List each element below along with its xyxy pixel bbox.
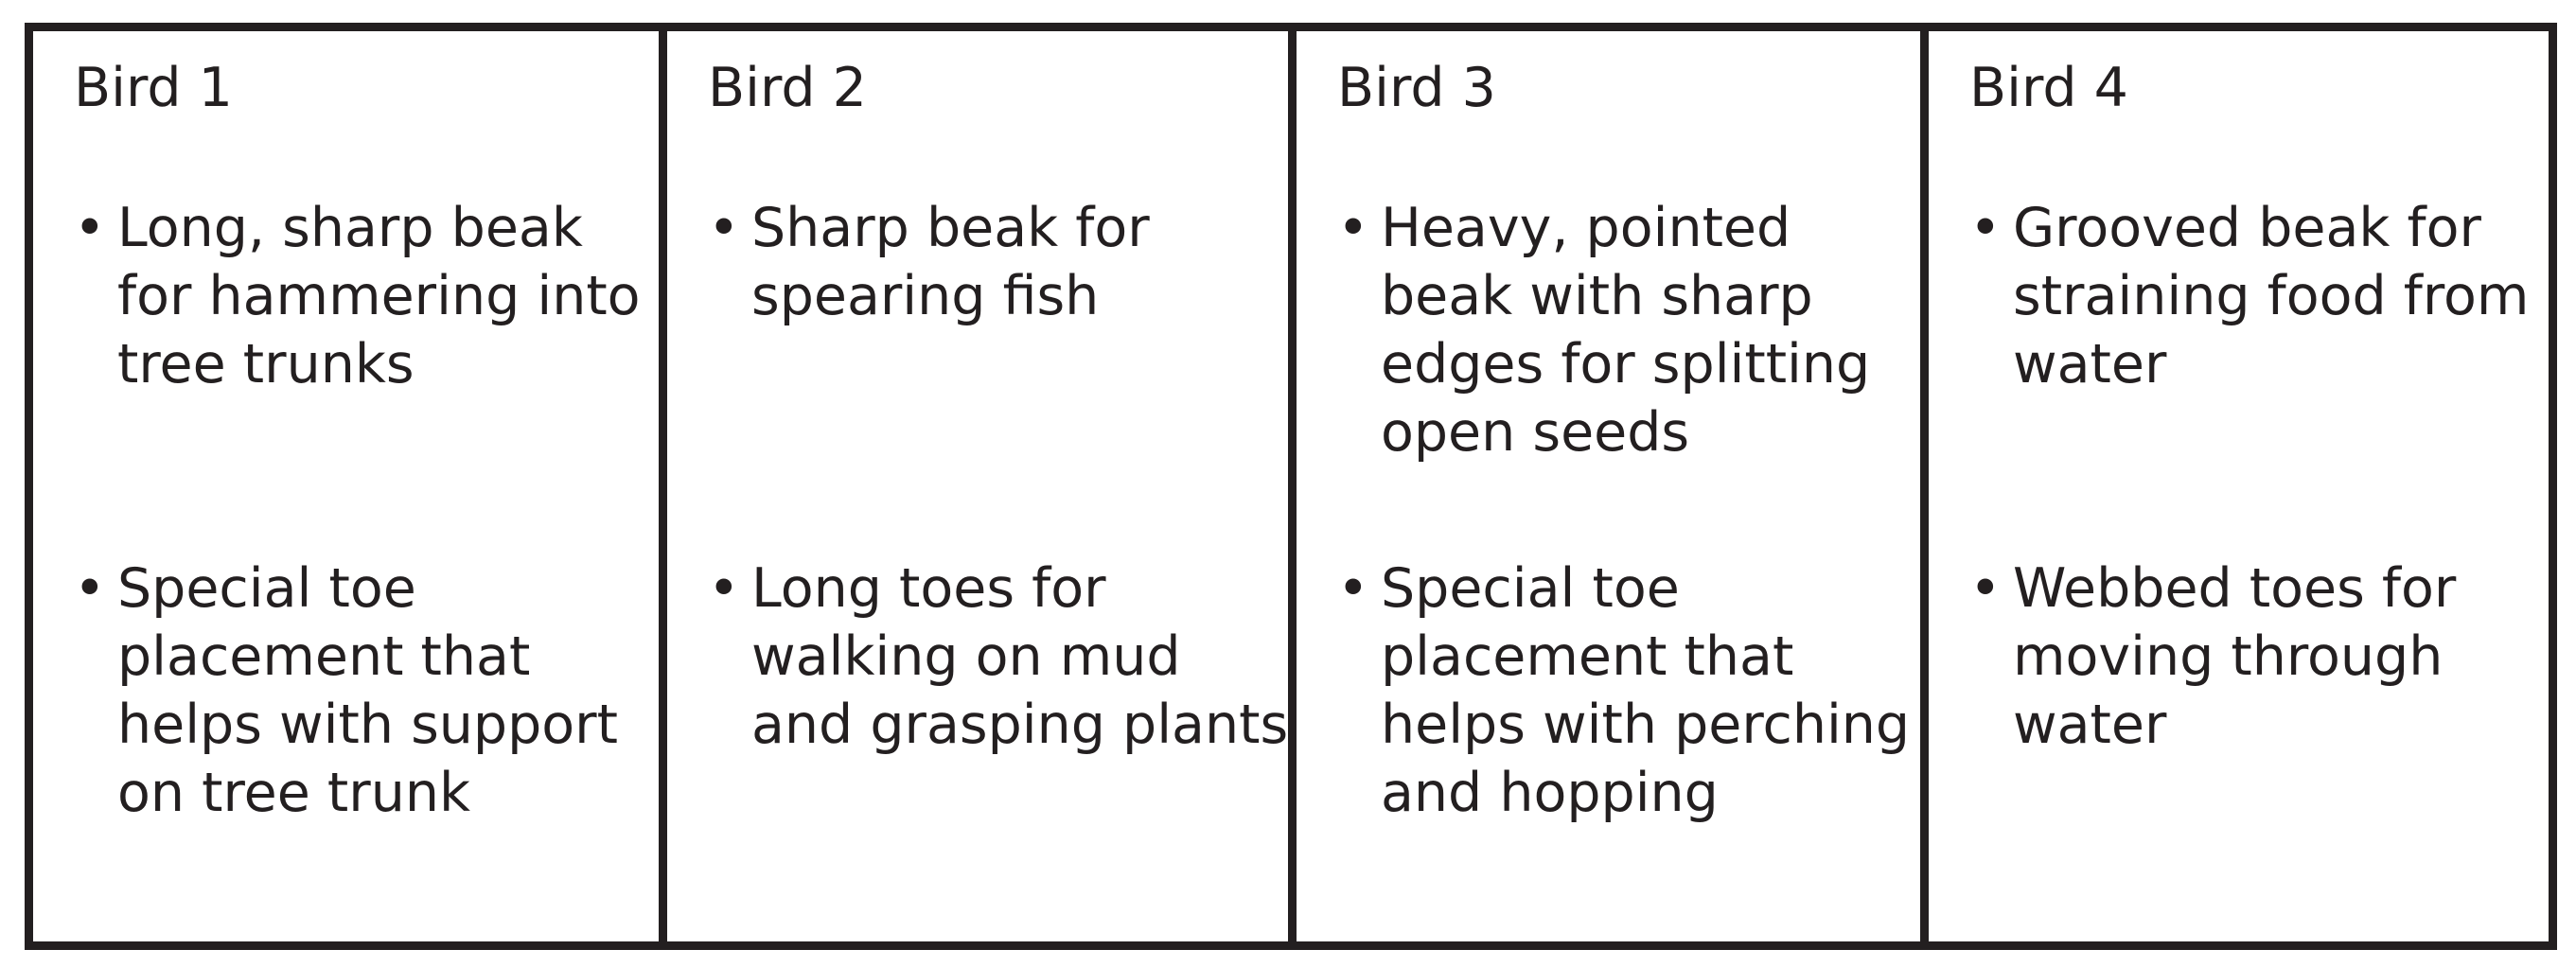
bird-heading: Bird 3 (1337, 57, 1496, 119)
bird-heading: Bird 4 (1969, 57, 2128, 119)
beak-trait: • Sharp beak for spearing fish (708, 194, 1295, 330)
bird-column-2: Bird 2 • Sharp beak for spearing fish • … (667, 31, 1297, 941)
bird-column-1: Bird 1 • Long, sharp beak for hammering … (33, 31, 667, 941)
beak-trait: • Grooved beak for straining food from w… (1969, 194, 2556, 398)
toes-description: Special toe placement that helps with su… (117, 557, 618, 824)
bullet-icon: • (1337, 197, 1369, 259)
toes-description: Special toe placement that helps with pe… (1381, 557, 1911, 824)
beak-description: Grooved beak for straining food from wat… (2013, 197, 2530, 396)
bird-column-3: Bird 3 • Heavy, pointed beak with sharp … (1297, 31, 1929, 941)
bird-comparison-table: Bird 1 • Long, sharp beak for hammering … (25, 23, 2557, 950)
toes-trait: • Webbed toes for moving through water (1969, 554, 2556, 759)
bullet-icon: • (1969, 197, 2002, 259)
toes-trait: • Special toe placement that helps with … (74, 554, 661, 827)
toes-trait: • Long toes for walking on mud and grasp… (708, 554, 1295, 759)
bullet-icon: • (1969, 557, 2002, 620)
bird-heading: Bird 2 (708, 57, 867, 119)
toes-trait: • Special toe placement that helps with … (1337, 554, 1924, 827)
bullet-icon: • (708, 557, 740, 620)
bird-heading: Bird 1 (74, 57, 233, 119)
bullet-icon: • (74, 197, 106, 259)
toes-description: Long toes for walking on mud and graspin… (751, 557, 1289, 756)
bullet-icon: • (708, 197, 740, 259)
beak-trait: • Long, sharp beak for hammering into tr… (74, 194, 661, 398)
beak-description: Long, sharp beak for hammering into tree… (117, 197, 641, 396)
beak-description: Heavy, pointed beak with sharp edges for… (1381, 197, 1871, 464)
beak-trait: • Heavy, pointed beak with sharp edges f… (1337, 194, 1924, 466)
bullet-icon: • (1337, 557, 1369, 620)
beak-description: Sharp beak for spearing fish (751, 197, 1150, 327)
bird-column-4: Bird 4 • Grooved beak for straining food… (1929, 31, 2549, 941)
bullet-icon: • (74, 557, 106, 620)
toes-description: Webbed toes for moving through water (2013, 557, 2457, 756)
